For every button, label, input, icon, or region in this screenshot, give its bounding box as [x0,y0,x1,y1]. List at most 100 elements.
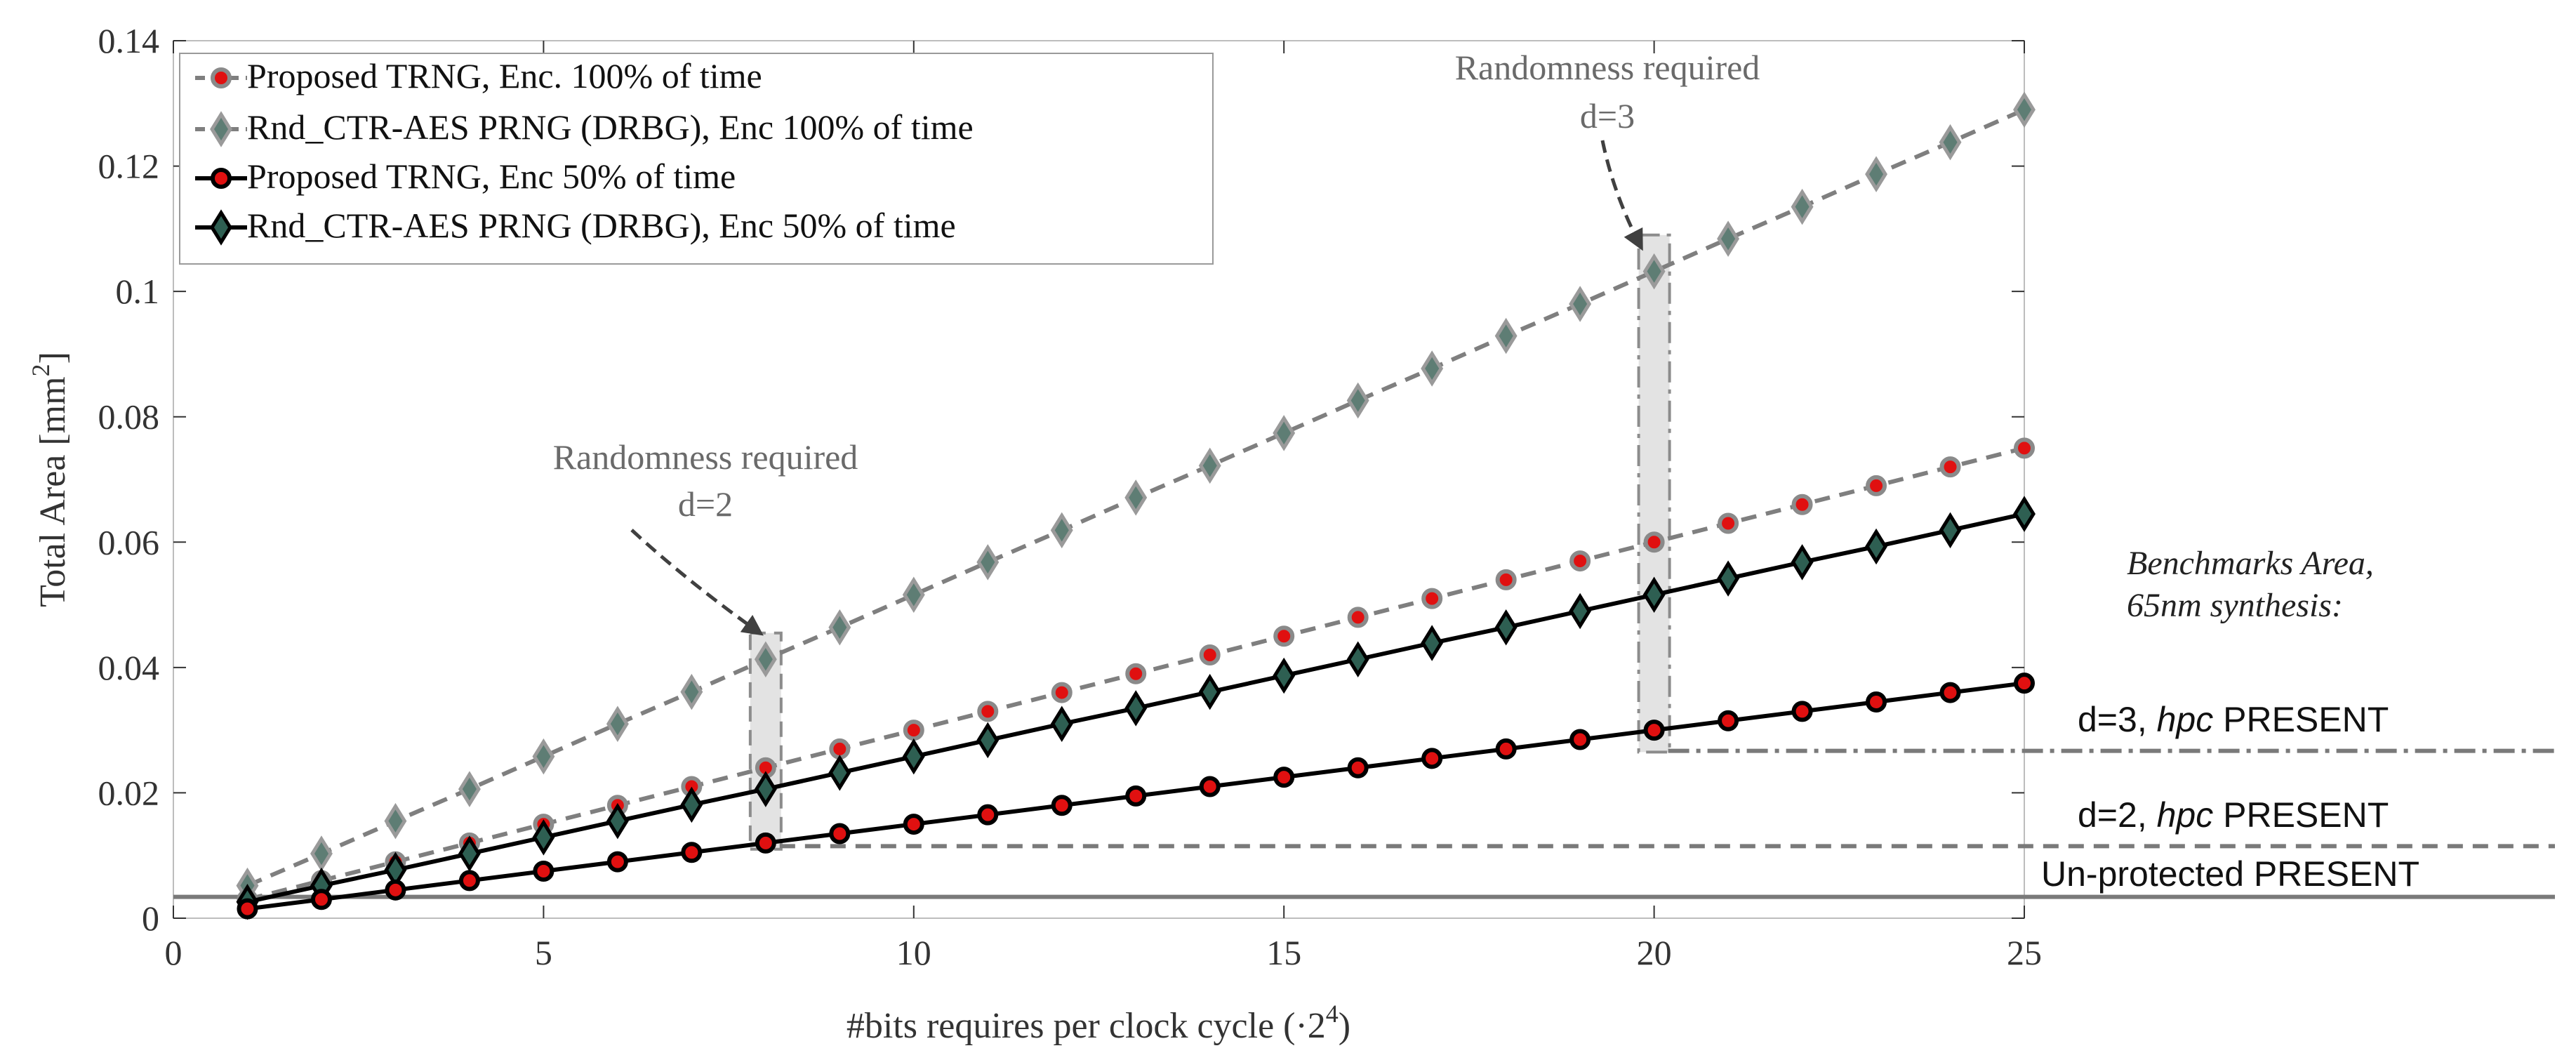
data-point [1124,479,1148,516]
data-point [1273,625,1295,647]
data-point [1791,701,1813,722]
data-point [606,802,629,840]
x-tick-label: 5 [535,933,552,972]
data-point [680,673,703,710]
data-point [1050,705,1073,742]
y-tick-label: 0.1 [116,272,160,311]
data-point [1642,253,1666,290]
x-tick-label: 25 [2007,933,2042,972]
annotation-arrow [630,529,764,636]
legend-box [179,53,1214,265]
data-point [384,802,407,840]
data-point [1791,493,1813,515]
data-point [1643,531,1665,553]
data-point [1421,350,1444,387]
data-point [1125,785,1147,807]
data-point [532,819,555,856]
legend-marker [210,209,232,246]
data-point [1494,317,1518,355]
benchmark-label: Un-protected PRESENT [2041,854,2419,894]
data-point [1347,607,1369,628]
annotation-title: Randomness required [1455,48,1760,87]
y-axis-label: Total Area [mm2] [27,352,73,607]
data-point [903,814,924,835]
data-point [1791,544,1814,581]
data-point [1347,757,1369,779]
y-tick-label: 0.02 [98,773,160,812]
data-point [1273,767,1295,788]
annotation-title: Randomness required [553,437,858,477]
data-point [1569,592,1592,630]
legend-label: Proposed TRNG, Enc. 100% of time [247,56,762,95]
data-point [1495,569,1517,590]
benchmarks-title: Benchmarks Area, [2127,545,2374,582]
data-point [1569,550,1591,572]
data-point [458,835,481,872]
data-point [902,576,925,614]
data-point [1494,609,1518,646]
data-point [606,705,629,742]
data-point [1718,710,1739,731]
data-point [1643,720,1665,741]
data-point [1050,512,1073,549]
annotation-highlight-box [1637,233,1671,754]
data-point [606,851,628,873]
data-point [754,641,777,677]
data-point [1569,286,1592,322]
annotation-arrow [1600,140,1643,251]
data-point [1346,382,1369,419]
data-point [1939,124,1962,161]
data-point [1717,560,1740,597]
data-point [829,823,851,844]
data-point [1198,673,1221,710]
data-point [1866,691,1887,713]
annotation-subtitle: d=2 [678,484,733,524]
data-point [681,842,703,863]
legend-label: Rnd_CTR-AES PRNG (DRBG), Enc 50% of time [247,206,956,245]
data-point [828,609,851,646]
data-point [977,701,999,722]
data-point [2013,91,2036,128]
benchmark-label: d=2, hpc PRESENT [2078,795,2389,835]
data-point [1569,729,1591,750]
data-point [755,832,776,854]
series-4 [236,496,2036,920]
legend-marker [211,67,232,88]
y-tick-label: 0.04 [98,648,160,687]
plot-area-frame [173,40,2025,919]
data-point [458,771,481,807]
legend-marker [211,168,232,189]
data-point [1198,447,1221,484]
benchmarks-subtitle: 65nm synthesis: [2127,587,2343,624]
y-tick-label: 0.06 [98,522,160,562]
data-point [385,879,406,901]
y-tick-label: 0 [142,899,159,938]
data-point [310,889,332,910]
data-point [1124,690,1148,727]
data-point [680,786,703,823]
data-point [1273,415,1296,451]
data-point [2014,673,2035,694]
legend-label: Proposed TRNG, Enc 50% of time [247,157,736,196]
data-point [1866,475,1887,496]
data-point [2013,496,2036,532]
data-point [1051,795,1073,816]
x-tick-label: 10 [896,933,931,972]
data-point [976,722,1000,759]
data-point [1791,188,1814,225]
x-axis-label: #bits requires per clock cycle (·24) [847,1000,1350,1046]
y-tick-label: 0.12 [98,147,160,186]
data-point [1421,748,1443,769]
legend-label: Rnd_CTR-AES PRNG (DRBG), Enc 100% of tim… [247,107,974,147]
data-point [903,720,924,741]
data-point [1199,776,1221,797]
data-point [1939,682,1961,703]
x-tick-label: 15 [1266,933,1301,972]
y-tick-label: 0.14 [98,21,160,60]
data-point [902,738,925,775]
data-point [458,870,480,892]
data-point [828,755,851,791]
data-point [1125,663,1147,684]
data-point [1421,588,1443,609]
